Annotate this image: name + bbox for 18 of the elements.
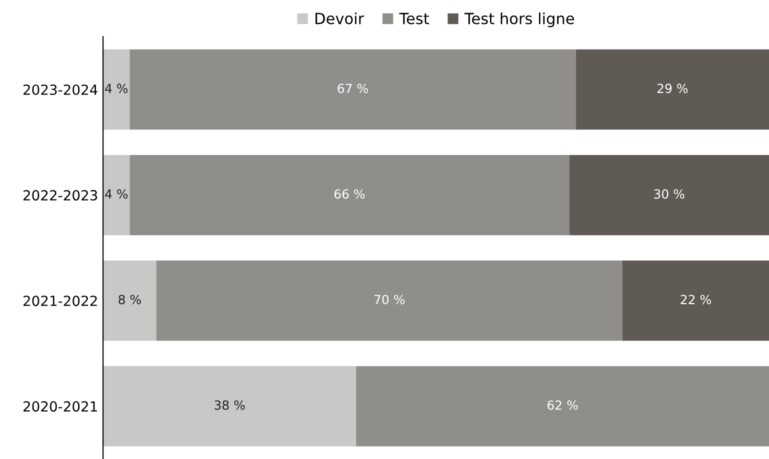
data-label: 30 %	[654, 189, 684, 199]
data-label: 4 %	[105, 84, 128, 94]
data-label: 29 %	[657, 84, 688, 94]
data-label: 66 %	[334, 189, 365, 199]
legend-label: Devoir	[316, 12, 364, 24]
data-label: 4 %	[105, 189, 128, 199]
data-label: 70 %	[374, 294, 405, 304]
legend-label: Test	[399, 12, 429, 24]
data-label: 8 %	[118, 294, 141, 304]
y-tick-label: 2021-2022	[23, 296, 97, 306]
legend-label: Test hors ligne	[464, 12, 574, 28]
data-label: 67 %	[338, 84, 368, 94]
y-tick-label: 2020-2021	[23, 401, 97, 412]
data-label: 22 %	[680, 294, 711, 304]
y-tick-label: 2022-2023	[23, 190, 98, 201]
y-tick-label: 2023-2024	[23, 84, 98, 95]
data-label: 62 %	[548, 400, 578, 410]
data-label: 38 %	[214, 400, 245, 410]
